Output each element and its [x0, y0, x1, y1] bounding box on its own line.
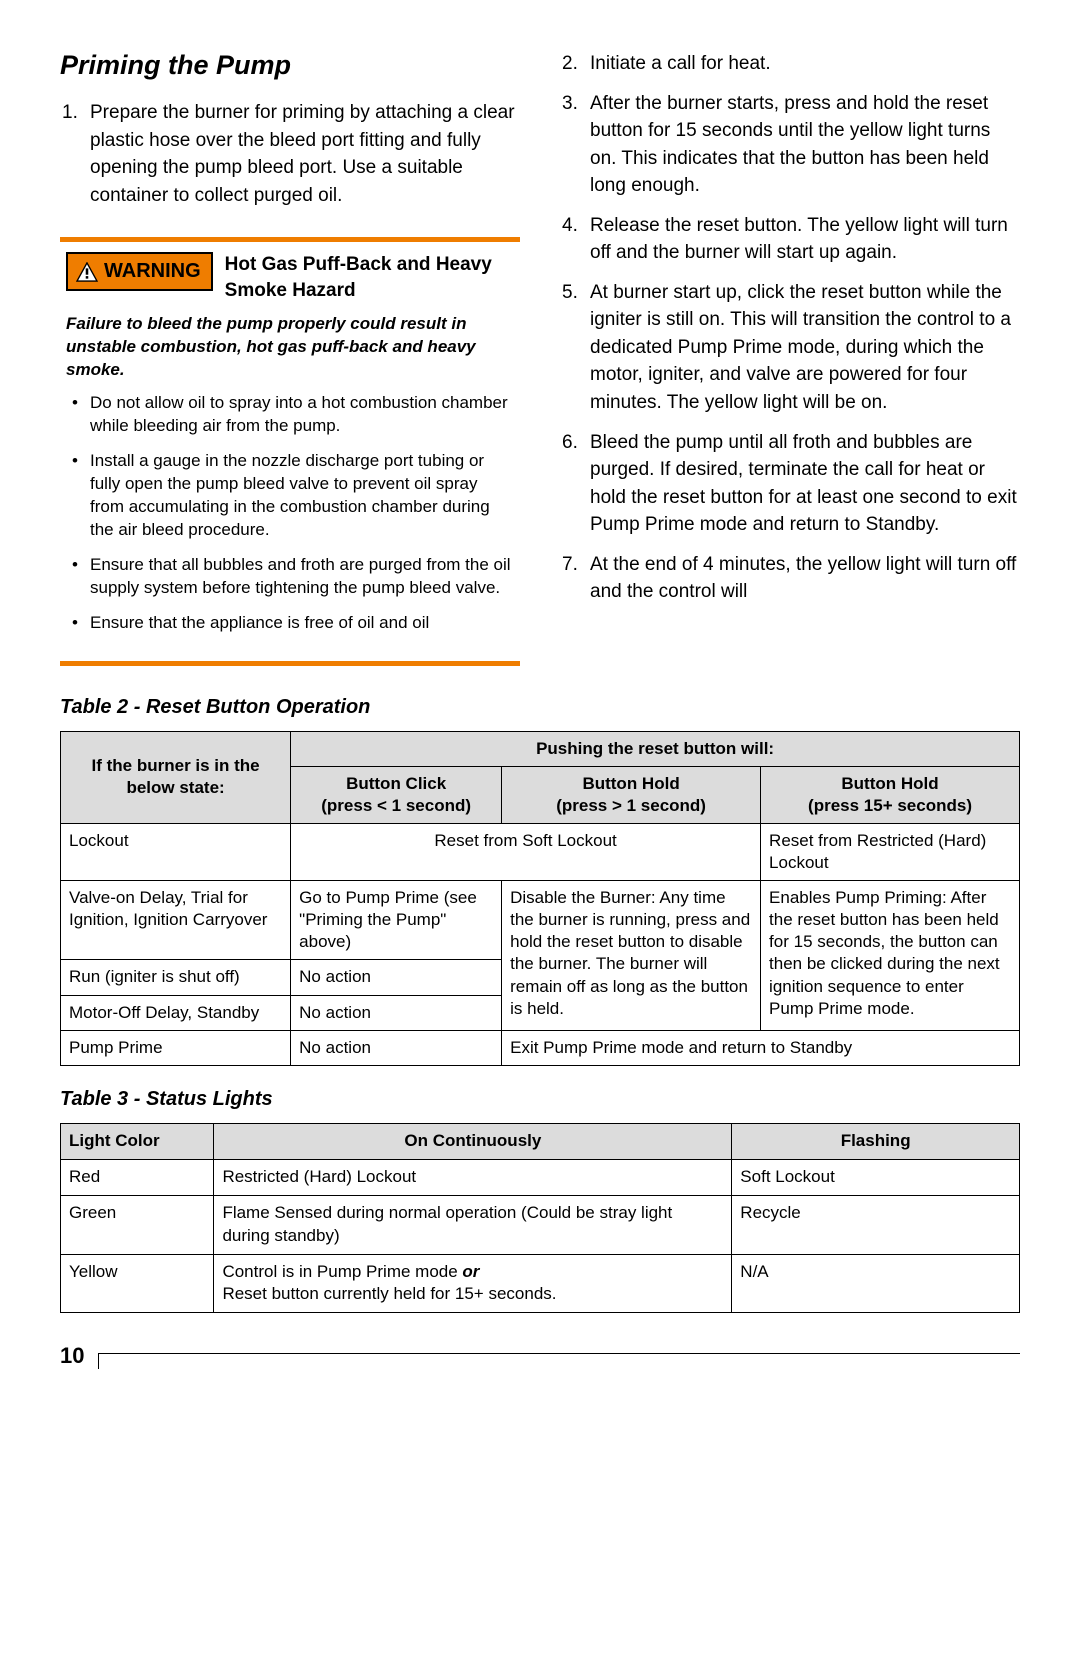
table2-col-header: Button Hold (press 15+ seconds)	[761, 766, 1020, 823]
right-steps-list: 2.Initiate a call for heat. 3.After the …	[560, 50, 1020, 606]
table-cell: Red	[61, 1159, 214, 1195]
yellow-on-prefix: Control is in Pump Prime mode	[222, 1262, 462, 1281]
table-cell: Yellow	[61, 1254, 214, 1313]
table-cell: Lockout	[61, 824, 291, 881]
left-steps-list: 1.Prepare the burner for priming by atta…	[60, 99, 520, 209]
step-item: 1.Prepare the burner for priming by atta…	[90, 99, 520, 209]
step-text: Bleed the pump until all froth and bubbl…	[590, 432, 1017, 536]
yellow-on-or: or	[462, 1262, 479, 1281]
warning-callout: WARNING Hot Gas Puff-Back and Heavy Smok…	[60, 237, 520, 666]
step-text: Prepare the burner for priming by attach…	[90, 102, 515, 206]
table-cell: Recycle	[732, 1195, 1020, 1254]
table-cell: Restricted (Hard) Lockout	[214, 1159, 732, 1195]
two-column-layout: Priming the Pump 1.Prepare the burner fo…	[60, 50, 1020, 666]
table-cell: Pump Prime	[61, 1030, 291, 1065]
warning-title: Hot Gas Puff-Back and Heavy Smoke Hazard	[225, 252, 514, 303]
yellow-on-suffix: Reset button currently held for 15+ seco…	[222, 1284, 556, 1303]
table-cell: Reset from Restricted (Hard) Lockout	[761, 824, 1020, 881]
warning-badge: WARNING	[66, 252, 213, 291]
table-cell: Reset from Soft Lockout	[291, 824, 761, 881]
warning-emphasis: Failure to bleed the pump properly could…	[66, 313, 514, 382]
step-item: 3.After the burner starts, press and hol…	[590, 90, 1020, 200]
page-number: 10	[60, 1343, 98, 1369]
right-column: 2.Initiate a call for heat. 3.After the …	[560, 50, 1020, 666]
step-text: At the end of 4 minutes, the yellow ligh…	[590, 554, 1016, 603]
status-lights-table: Light Color On Continuously Flashing Red…	[60, 1123, 1020, 1314]
step-item: 4.Release the reset button. The yellow l…	[590, 212, 1020, 267]
table2-col-header: Button Hold (press > 1 second)	[502, 766, 761, 823]
table-cell: Soft Lockout	[732, 1159, 1020, 1195]
left-column: Priming the Pump 1.Prepare the burner fo…	[60, 50, 520, 666]
table3-header: Flashing	[732, 1123, 1020, 1159]
warning-header: WARNING Hot Gas Puff-Back and Heavy Smok…	[66, 252, 514, 303]
table2-row-header: If the burner is in the below state:	[61, 731, 291, 823]
table3-header: Light Color	[61, 1123, 214, 1159]
table3-header: On Continuously	[214, 1123, 732, 1159]
table-cell: Valve-on Delay, Trial for Ignition, Igni…	[61, 881, 291, 960]
step-item: 6.Bleed the pump until all froth and bub…	[590, 429, 1020, 539]
table-cell: Green	[61, 1195, 214, 1254]
step-item: 5.At burner start up, click the reset bu…	[590, 279, 1020, 417]
table2-span-header: Pushing the reset button will:	[291, 731, 1020, 766]
reset-button-table: If the burner is in the below state: Pus…	[60, 731, 1020, 1066]
page-footer: 10	[60, 1343, 1020, 1369]
warning-badge-text: WARNING	[104, 260, 201, 283]
step-item: 2.Initiate a call for heat.	[590, 50, 1020, 78]
warning-bullet: Ensure that the appliance is free of oil…	[90, 612, 514, 635]
alert-triangle-icon	[76, 262, 98, 282]
step-text: At burner start up, click the reset butt…	[590, 282, 1011, 413]
table-cell: Control is in Pump Prime mode or Reset b…	[214, 1254, 732, 1313]
warning-bullet: Install a gauge in the nozzle discharge …	[90, 450, 514, 542]
table-cell: Run (igniter is shut off)	[61, 960, 291, 995]
table-cell: No action	[291, 995, 502, 1030]
table-cell: Enables Pump Priming: After the reset bu…	[761, 881, 1020, 1030]
table-cell: Go to Pump Prime (see "Priming the Pump"…	[291, 881, 502, 960]
warning-bullet: Do not allow oil to spray into a hot com…	[90, 392, 514, 438]
footer-rule	[98, 1353, 1020, 1369]
table2-caption: Table 2 - Reset Button Operation	[60, 696, 1020, 719]
table-cell: No action	[291, 1030, 502, 1065]
warning-bullet-list: Do not allow oil to spray into a hot com…	[66, 392, 514, 634]
step-text: After the burner starts, press and hold …	[590, 93, 990, 197]
table-cell: Flame Sensed during normal operation (Co…	[214, 1195, 732, 1254]
step-text: Initiate a call for heat.	[590, 53, 771, 74]
warning-bullet: Ensure that all bubbles and froth are pu…	[90, 554, 514, 600]
table-cell: Exit Pump Prime mode and return to Stand…	[502, 1030, 1020, 1065]
step-item: 7.At the end of 4 minutes, the yellow li…	[590, 551, 1020, 606]
step-text: Release the reset button. The yellow lig…	[590, 215, 1008, 264]
table2-col-header: Button Click (press < 1 second)	[291, 766, 502, 823]
table-cell: No action	[291, 960, 502, 995]
section-heading: Priming the Pump	[60, 50, 520, 81]
table-cell: Disable the Burner: Any time the burner …	[502, 881, 761, 1030]
table-cell: N/A	[732, 1254, 1020, 1313]
table-cell: Motor-Off Delay, Standby	[61, 995, 291, 1030]
table3-caption: Table 3 - Status Lights	[60, 1088, 1020, 1111]
